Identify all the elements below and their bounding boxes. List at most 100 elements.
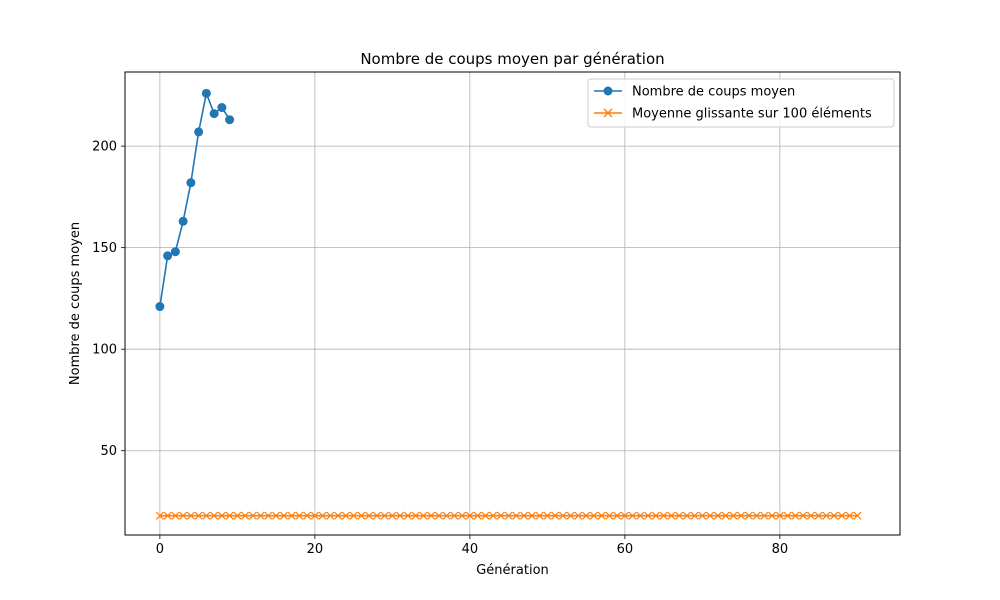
series-1-point-52 [558, 511, 567, 520]
x-axis-label: Génération [476, 563, 549, 578]
series-1-point-87 [830, 511, 839, 520]
series-1-point-85 [814, 511, 823, 520]
series-1-point-30 [388, 511, 397, 520]
series-1-point-2 [171, 511, 180, 520]
x-tick-label-1: 20 [307, 542, 324, 557]
series-1-point-53 [566, 511, 575, 520]
series-1-point-64 [651, 511, 660, 520]
series-1-point-47 [520, 511, 529, 520]
series-0-point-6 [201, 88, 211, 98]
series-1-point-71 [706, 511, 715, 520]
series-1-point-14 [264, 511, 273, 520]
series-1-point-83 [799, 511, 808, 520]
series-1-point-57 [597, 511, 606, 520]
plot-series [155, 88, 862, 520]
series-1-point-44 [496, 511, 505, 520]
series-1-point-41 [473, 511, 482, 520]
series-1-point-77 [752, 511, 761, 520]
series-1-point-40 [465, 511, 474, 520]
series-1-point-63 [644, 511, 653, 520]
series-1-point-20 [310, 511, 319, 520]
series-1-point-28 [372, 511, 381, 520]
series-1-point-82 [791, 511, 800, 520]
series-1-point-5 [194, 511, 203, 520]
x-tick-label-2: 40 [462, 542, 479, 557]
series-1-point-88 [837, 511, 846, 520]
series-1-point-61 [628, 511, 637, 520]
legend-marker-series-0 [603, 86, 613, 96]
series-0-point-8 [217, 103, 227, 113]
series-0-point-3 [178, 216, 188, 226]
series-1-point-15 [272, 511, 281, 520]
series-1-point-51 [551, 511, 560, 520]
series-1-point-33 [411, 511, 420, 520]
chart-title: Nombre de coups moyen par génération [360, 50, 664, 68]
series-1-point-62 [636, 511, 645, 520]
x-tick-label-0: 0 [156, 542, 164, 557]
series-1-point-1 [163, 511, 172, 520]
series-1-point-78 [760, 511, 769, 520]
series-1-point-68 [682, 511, 691, 520]
legend-box [587, 78, 895, 128]
series-1-point-27 [365, 511, 374, 520]
series-1-point-31 [396, 511, 405, 520]
series-1-point-50 [543, 511, 552, 520]
series-1-point-38 [450, 511, 459, 520]
series-0-point-2 [170, 247, 180, 257]
series-1-point-34 [419, 511, 428, 520]
series-1-point-0 [155, 511, 164, 520]
series-1-point-49 [535, 511, 544, 520]
series-1-point-74 [729, 511, 738, 520]
series-1-point-69 [690, 511, 699, 520]
series-1-point-37 [442, 511, 451, 520]
y-tick-label-2: 150 [92, 241, 117, 256]
series-1-point-24 [341, 511, 350, 520]
series-1-point-81 [783, 511, 792, 520]
x-tick-label-3: 60 [617, 542, 634, 557]
axis-ticks: 0 20 40 60 80 50 100 150 200 [92, 140, 788, 557]
series-1-point-73 [721, 511, 730, 520]
series-1-point-90 [853, 511, 862, 520]
series-1-point-10 [233, 511, 242, 520]
series-1-point-72 [713, 511, 722, 520]
series-1-point-70 [698, 511, 707, 520]
series-1-point-11 [241, 511, 250, 520]
series-0-point-9 [225, 115, 235, 125]
y-tick-label-1: 100 [92, 343, 117, 358]
plot-frame [124, 71, 901, 536]
series-1-point-7 [210, 511, 219, 520]
series-1-point-36 [434, 511, 443, 520]
series-0-point-7 [209, 109, 219, 119]
series-1-point-48 [527, 511, 536, 520]
series-1-point-56 [589, 511, 598, 520]
series-1-point-18 [295, 511, 304, 520]
series-1-point-67 [675, 511, 684, 520]
series-0-point-1 [163, 251, 173, 261]
y-axis-label: Nombre de coups moyen [68, 222, 83, 385]
series-1-point-35 [427, 511, 436, 520]
series-1-point-32 [403, 511, 412, 520]
series-1-point-19 [303, 511, 312, 520]
series-1-point-59 [613, 511, 622, 520]
series-1-point-60 [620, 511, 629, 520]
y-tick-label-3: 200 [92, 140, 117, 155]
series-1-point-46 [512, 511, 521, 520]
series-1-point-42 [481, 511, 490, 520]
series-1-point-84 [806, 511, 815, 520]
series-0-point-5 [194, 127, 204, 137]
series-0-point-4 [186, 178, 196, 188]
x-tick-label-4: 80 [772, 542, 789, 557]
legend-label-series-0: Nombre de coups moyen [632, 85, 795, 100]
series-1-point-43 [489, 511, 498, 520]
series-0-point-0 [155, 302, 165, 312]
series-1-point-26 [357, 511, 366, 520]
series-1-point-12 [248, 511, 257, 520]
legend-label-series-1: Moyenne glissante sur 100 éléments [632, 107, 872, 122]
series-1-point-13 [256, 511, 265, 520]
series-1-point-17 [287, 511, 296, 520]
series-1-point-65 [659, 511, 668, 520]
series-1-point-89 [845, 511, 854, 520]
series-1-point-4 [186, 511, 195, 520]
series-1-point-39 [458, 511, 467, 520]
